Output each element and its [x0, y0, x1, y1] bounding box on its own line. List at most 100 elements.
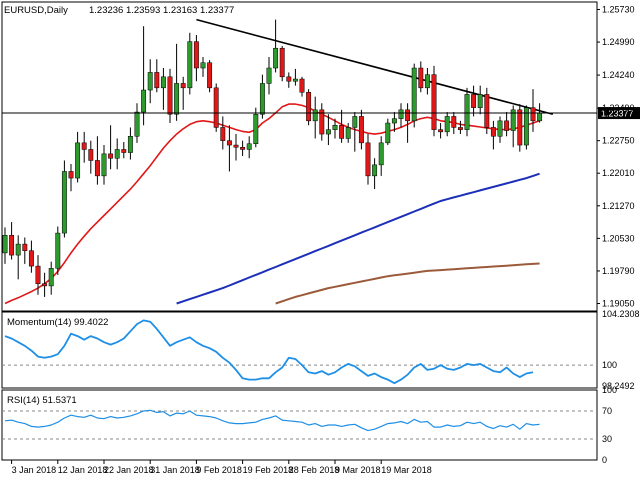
candle: [279, 46, 285, 82]
candle-body-bear: [431, 74, 437, 130]
candle: [81, 131, 87, 163]
date-tick-label: 12 Jan 2018: [58, 465, 108, 475]
candle-body-bear: [306, 91, 312, 122]
candle: [193, 35, 199, 82]
candle-body-bear: [28, 250, 34, 267]
candle-body-bear: [68, 171, 74, 179]
candle: [424, 68, 430, 95]
candle: [55, 226, 61, 275]
sma100-line: [176, 172, 540, 305]
candle-body-bear: [220, 127, 226, 141]
candle: [240, 140, 246, 157]
candle-body-bear: [226, 140, 232, 146]
candle: [444, 112, 450, 137]
price-tick-label: 1.19790: [602, 266, 635, 276]
candle-body-bull: [174, 83, 180, 115]
candle-body-bear: [530, 107, 536, 122]
candle: [405, 103, 411, 143]
candle-body-bear: [365, 142, 371, 177]
candle-body-bull: [391, 118, 397, 124]
candle: [510, 105, 516, 148]
candle-body-bull: [424, 74, 430, 89]
price-tick-label: 1.24990: [602, 37, 635, 47]
candle-body-bear: [299, 78, 305, 93]
candle-body-bear: [81, 142, 87, 150]
candle: [121, 141, 127, 159]
candle-body-bear: [457, 127, 463, 130]
candle-body-bull: [266, 67, 272, 84]
candle-body-bear: [167, 76, 173, 115]
momentum-tick-label: 104.2308: [602, 309, 640, 319]
price-tick-label: 1.23490: [602, 103, 635, 113]
price-tick-label: 1.22010: [602, 168, 635, 178]
candle-body-bull: [141, 89, 147, 113]
candle-body-bull: [477, 94, 483, 108]
candle: [68, 163, 74, 192]
candle-body-bull: [2, 235, 8, 254]
candle: [332, 118, 338, 139]
candle-body-bull: [259, 83, 265, 115]
candle-body-bear: [319, 109, 325, 135]
candle: [101, 145, 107, 185]
date-tick-label: 28 Feb 2018: [289, 465, 340, 475]
candle: [134, 103, 140, 143]
candle: [94, 136, 100, 185]
date-tick-label: 19 Feb 2018: [243, 465, 294, 475]
candle: [385, 118, 391, 146]
candle: [220, 116, 226, 150]
candle: [114, 138, 120, 170]
candle: [286, 72, 292, 88]
date-tick-label: 31 Jan 2018: [150, 465, 200, 475]
candle: [273, 19, 279, 73]
candle: [22, 237, 28, 264]
candle-body-bear: [471, 94, 477, 108]
candle: [451, 112, 457, 135]
candle: [523, 105, 529, 150]
price-tick-label: 1.19050: [602, 299, 635, 309]
candle: [471, 85, 477, 117]
candle: [306, 89, 312, 126]
candle-body-bear: [451, 116, 457, 128]
candle: [187, 32, 193, 95]
candle-body-bull: [537, 112, 543, 122]
candle: [266, 57, 272, 95]
candle: [127, 127, 133, 160]
price-panel-frame: [1, 1, 598, 312]
candle: [226, 125, 232, 172]
candle-body-bull: [497, 120, 503, 137]
candle: [28, 240, 34, 273]
price-line-layer: 1.23377: [2, 107, 640, 120]
candle: [88, 140, 94, 174]
candle: [180, 76, 186, 110]
candle: [200, 57, 206, 77]
candle: [319, 103, 325, 141]
candle-body-bear: [42, 283, 48, 287]
candle: [517, 104, 523, 152]
candle-body-bear: [339, 124, 345, 139]
rsi-line: [4, 409, 540, 432]
moving-average-layer: [4, 103, 540, 305]
date-tick-label: 19 Mar 2018: [381, 465, 432, 475]
candle: [438, 123, 444, 139]
candle-body-bear: [405, 109, 411, 122]
candle: [339, 109, 345, 143]
candle-body-bear: [279, 47, 285, 78]
candle: [2, 227, 8, 264]
date-tick-label: 22 Jan 2018: [104, 465, 154, 475]
candle: [391, 112, 397, 132]
candle-body-bull: [48, 268, 54, 287]
trendline-layer: [196, 18, 554, 116]
date-tick-label: 9 Feb 2018: [196, 465, 242, 475]
candle: [167, 68, 173, 124]
candle: [108, 125, 114, 170]
chart-ohlc: 1.23236 1.23593 1.23163 1.23377: [89, 5, 234, 16]
candle-body-bear: [358, 116, 364, 144]
candle-body-bull: [253, 113, 259, 144]
panel-frames: [1, 1, 598, 461]
candle: [207, 60, 213, 93]
candle-body-bull: [292, 78, 298, 82]
candle: [484, 87, 490, 135]
candle-body-bull: [55, 232, 61, 269]
candle: [147, 59, 153, 104]
candle: [418, 61, 424, 93]
